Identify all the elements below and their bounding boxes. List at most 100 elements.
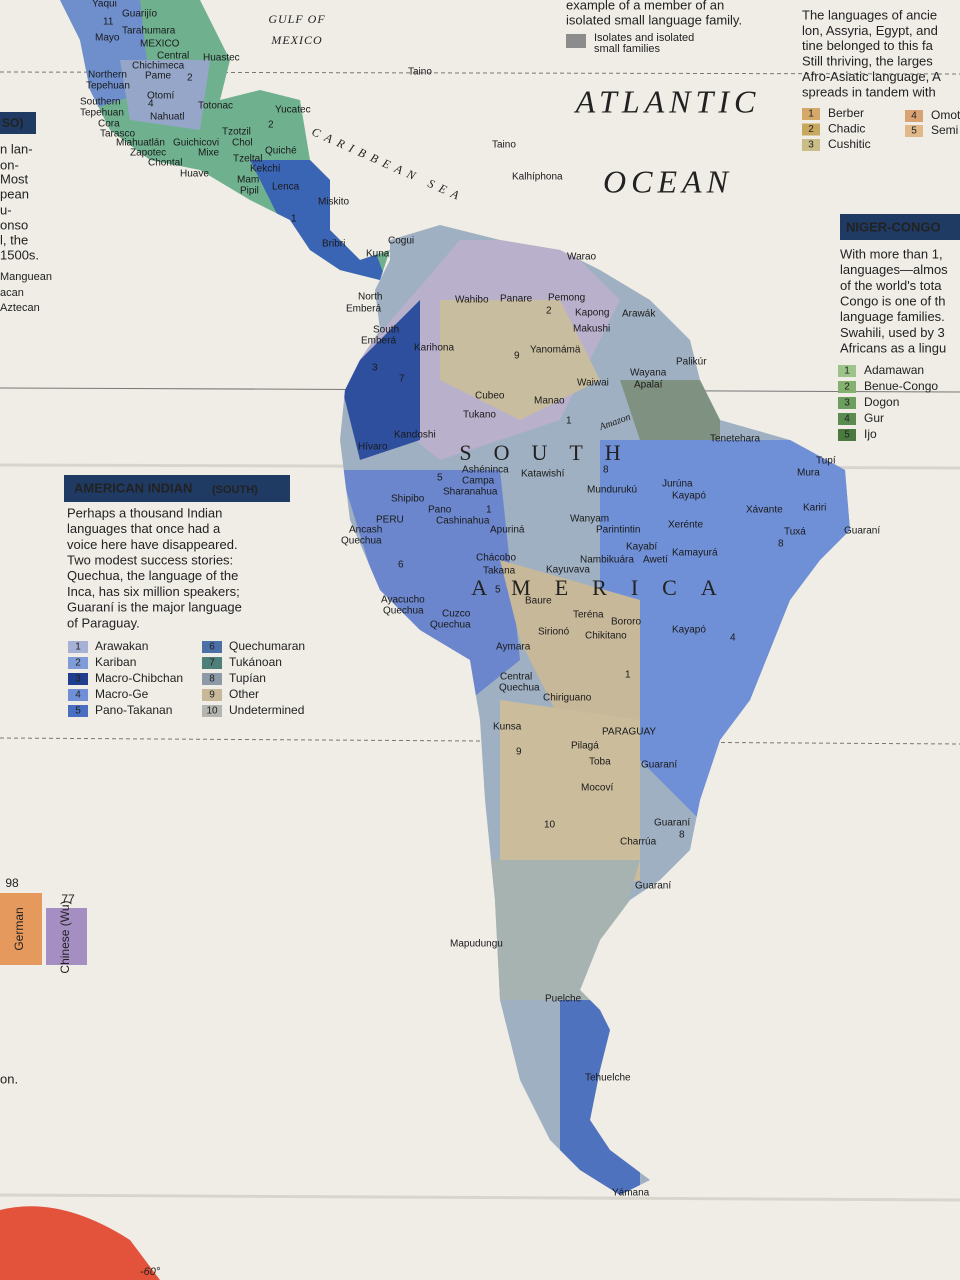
map-label: 3 xyxy=(372,363,378,374)
legend-number: 3 xyxy=(844,398,850,409)
map-label: Kayuvava xyxy=(546,565,590,576)
map-label: Yucatec xyxy=(275,105,311,116)
note-text: example of a member of an xyxy=(566,0,724,12)
map-label: Karihona xyxy=(414,343,454,354)
map-label: Guaraní xyxy=(844,526,880,537)
map-label: Kayapó xyxy=(672,491,706,502)
map-label: Tzotzil xyxy=(222,127,251,138)
german-bar xyxy=(0,893,42,965)
map-label: Kariri xyxy=(803,503,826,514)
legend-swatch xyxy=(838,381,856,393)
fold xyxy=(0,1193,960,1202)
map-label: Mam xyxy=(237,175,259,186)
map-label: Kayapó xyxy=(672,625,706,636)
map-label: Yanomámä xyxy=(530,345,581,356)
panel-text: languages that once had a xyxy=(67,521,221,536)
map-label: Lenca xyxy=(272,182,300,193)
legend-number: 10 xyxy=(206,706,218,717)
legend-swatch xyxy=(838,397,856,409)
map-label: Chikitano xyxy=(585,631,627,642)
map-label: Pame xyxy=(145,71,172,82)
legend-number: 1 xyxy=(808,109,814,120)
legend-label: Quechumaran xyxy=(229,639,305,653)
map-label: Makushi xyxy=(573,324,610,335)
legend-number: 3 xyxy=(75,674,81,685)
map-label: Pipil xyxy=(240,186,259,197)
map-label: Charrúa xyxy=(620,837,657,848)
bar-label: German xyxy=(12,907,26,950)
map-label: 2 xyxy=(187,73,193,84)
panel-text: Congo is one of th xyxy=(840,294,946,309)
legend-number: 9 xyxy=(209,690,215,701)
map-label: Emberá xyxy=(346,304,381,315)
legend-swatch xyxy=(68,705,88,717)
map-label: Kandoshi xyxy=(394,430,436,441)
legend-swatch xyxy=(905,110,923,122)
legend-swatch xyxy=(202,689,222,701)
map-label: Mixe xyxy=(198,148,220,159)
map-label: MEXICO xyxy=(140,39,180,50)
legend-swatch xyxy=(68,673,88,685)
map-label: Toba xyxy=(589,757,611,768)
panel-text: lon, Assyria, Egypt, and xyxy=(802,23,938,38)
legend-number: 6 xyxy=(209,642,215,653)
map-label: Cashinahua xyxy=(436,516,490,527)
map-label: Kekchí xyxy=(250,164,281,175)
map-label: Wayana xyxy=(630,368,667,379)
panel-text: Swahili, used by 3 xyxy=(840,325,945,340)
map-label: Taino xyxy=(492,140,516,151)
map-label: Palikúr xyxy=(676,357,707,368)
map-label: 4 xyxy=(148,99,154,110)
map-label: 1 xyxy=(625,670,631,681)
legend-swatch xyxy=(838,429,856,441)
legend-label: Other xyxy=(229,687,259,701)
continent-label: AMERICA xyxy=(471,575,740,600)
map-label: Guarijío xyxy=(122,9,157,20)
map-label: Quiché xyxy=(265,146,297,157)
legend-label: Chadic xyxy=(828,122,865,136)
legend-swatch xyxy=(202,641,222,653)
legend-number: 5 xyxy=(844,430,850,441)
legend-label: Isolates and isolated xyxy=(594,32,694,44)
map-label: Katawishí xyxy=(521,469,565,480)
panel-text: Most xyxy=(0,171,29,186)
isolates-swatch xyxy=(566,34,586,48)
latitude-line xyxy=(0,737,960,745)
map-label: Aymara xyxy=(496,642,531,653)
panel-text: Afro-Asiatic language, A xyxy=(802,69,941,84)
legend-swatch xyxy=(838,413,856,425)
note-text: isolated small language family. xyxy=(566,12,742,27)
legend-swatch xyxy=(202,673,222,685)
map-label: Miskito xyxy=(318,197,350,208)
legend-number: 4 xyxy=(844,414,850,425)
map-label: 11 xyxy=(103,17,114,28)
panel-text: Quechua, the language of the xyxy=(67,568,238,583)
panel-title: NIGER-CONGO xyxy=(846,219,941,234)
map-label: 6 xyxy=(398,560,404,571)
panel-text: The languages of ancie xyxy=(802,7,937,22)
map-label: Arawák xyxy=(622,309,656,320)
map-label: 1 xyxy=(291,214,297,225)
map-label: Guaraní xyxy=(635,881,671,892)
map-label: Tenetehara xyxy=(710,434,760,445)
legend-swatch xyxy=(802,108,820,120)
map-label: PERU xyxy=(376,515,404,526)
legend-swatch xyxy=(802,123,820,136)
map-label: 2 xyxy=(546,306,552,317)
map-label: Chácobo xyxy=(476,553,516,564)
legend-label: Tukánoan xyxy=(229,655,282,669)
panel-text: With more than 1, xyxy=(840,246,943,261)
map-label: 8 xyxy=(603,465,609,476)
bar-value: 77 xyxy=(61,892,75,906)
panel-text: acan xyxy=(0,287,24,299)
longitude-label: -60° xyxy=(140,1266,161,1278)
water-label: MEXICO xyxy=(270,33,322,47)
map-label: Shipibo xyxy=(391,494,425,505)
map-label: Quechua xyxy=(499,683,540,694)
map-label: Taino xyxy=(408,67,432,78)
map-label: 10 xyxy=(544,820,556,831)
map-label: Tupí xyxy=(816,456,836,467)
panel-text: on- xyxy=(0,157,19,172)
continent-label: SOUTH xyxy=(459,440,642,465)
